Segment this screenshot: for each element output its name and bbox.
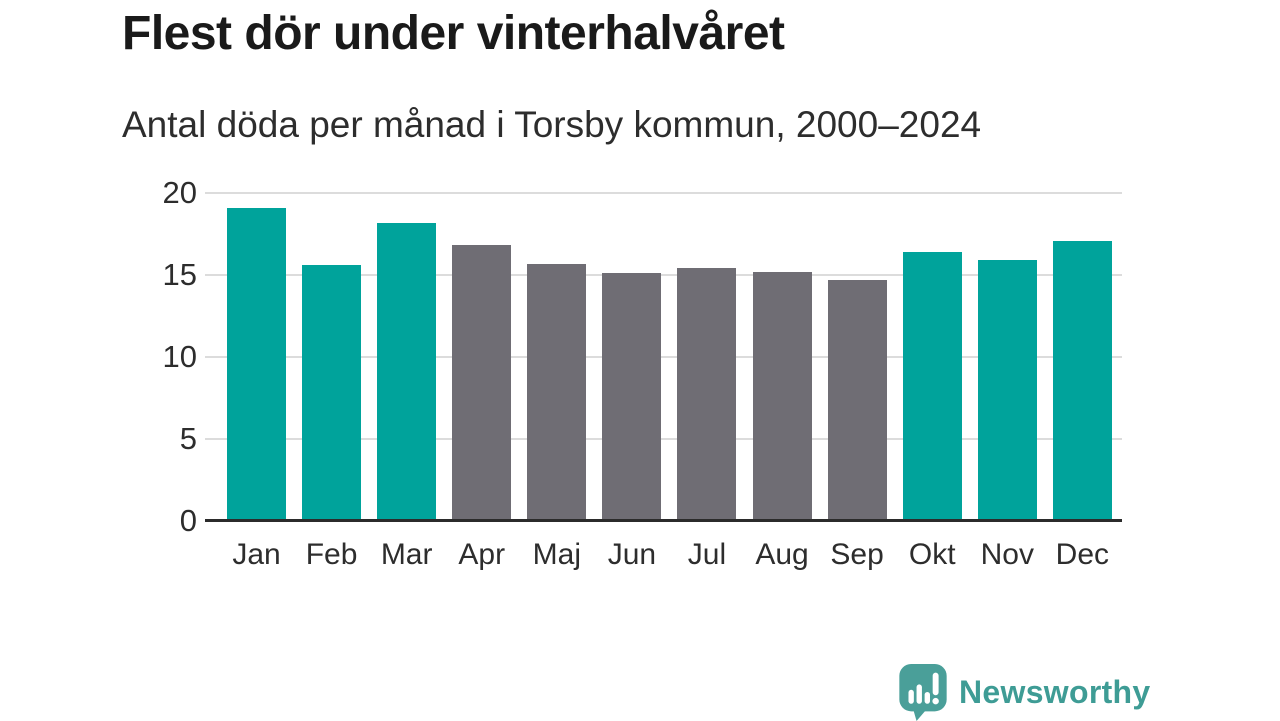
bars bbox=[205, 193, 1122, 521]
y-tick-label-15: 15 bbox=[162, 257, 197, 292]
x-tick-label-jan: Jan bbox=[232, 538, 281, 571]
x-axis-labels: Jan Feb Mar Apr Maj Jun Jul Aug Sep Okt Nov Dec bbox=[205, 538, 1122, 572]
gridline-20 bbox=[205, 192, 1122, 194]
x-axis-line bbox=[205, 519, 1122, 522]
bar-maj bbox=[527, 263, 587, 521]
x-tick-label-jun: Jun bbox=[607, 538, 657, 571]
chart-subtitle: Antal döda per månad i Torsby kommun, 20… bbox=[122, 104, 982, 145]
x-tick-label-feb: Feb bbox=[305, 538, 358, 571]
bar-chart-plot-area: 0 5 10 15 20 Jan Feb Mar Apr Maj Jun Jul Aug Sep Okt N… bbox=[163, 175, 1122, 571]
x-tick-label-okt: Okt bbox=[908, 538, 956, 571]
gridline-15 bbox=[205, 274, 1122, 276]
x-tick-label-apr: Apr bbox=[458, 538, 506, 571]
newsworthy-logo-icon bbox=[899, 664, 947, 721]
bar-jun bbox=[602, 273, 662, 521]
bar-apr bbox=[452, 245, 512, 521]
bar-jul bbox=[677, 268, 737, 521]
bar-nov bbox=[977, 260, 1037, 521]
x-tick-label-sep: Sep bbox=[830, 538, 884, 571]
brand-name: Newsworthy bbox=[959, 674, 1151, 710]
gridline-5 bbox=[205, 438, 1122, 440]
y-tick-label-10: 10 bbox=[162, 339, 197, 374]
bar-sep bbox=[827, 279, 887, 521]
bar-aug bbox=[752, 271, 812, 521]
x-tick-label-maj: Maj bbox=[532, 538, 581, 571]
x-tick-label-aug: Aug bbox=[755, 538, 809, 571]
bar-dec bbox=[1052, 240, 1112, 521]
x-tick-label-nov: Nov bbox=[980, 538, 1034, 571]
bar-okt bbox=[902, 252, 962, 521]
gridline-10 bbox=[205, 356, 1122, 358]
bar-jan bbox=[227, 207, 286, 521]
chart-title: Flest dör under vinterhalvåret bbox=[122, 7, 785, 60]
bar-mar bbox=[377, 222, 437, 521]
y-tick-label-0: 0 bbox=[179, 503, 197, 538]
y-tick-label-20: 20 bbox=[162, 175, 197, 210]
brand-footer: Newsworthy bbox=[899, 664, 1150, 721]
x-tick-label-mar: Mar bbox=[380, 538, 433, 571]
x-tick-label-dec: Dec bbox=[1055, 538, 1110, 571]
y-tick-label-5: 5 bbox=[179, 421, 197, 456]
x-tick-label-jul: Jul bbox=[687, 538, 727, 571]
bar-feb bbox=[302, 265, 362, 521]
